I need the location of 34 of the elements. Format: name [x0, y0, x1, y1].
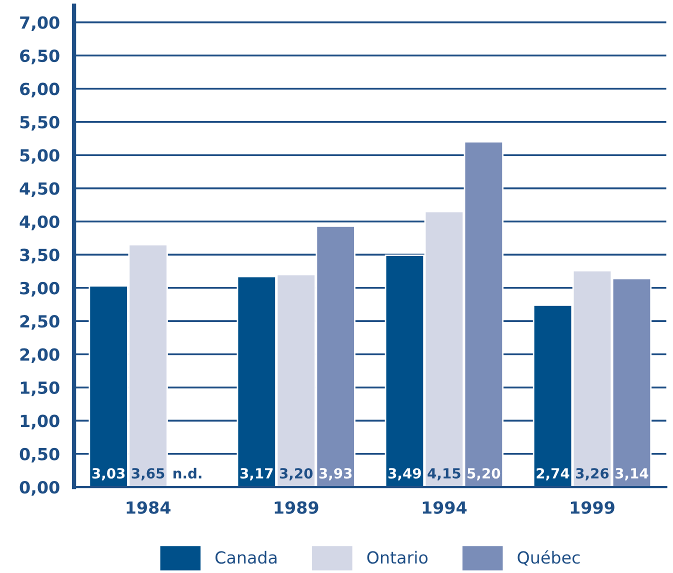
data-label: 3,14 — [616, 468, 648, 480]
y-tick-label: 7,00 — [20, 16, 60, 32]
y-tick-label: 3,50 — [20, 248, 60, 264]
y-tick-label: 2,50 — [20, 315, 60, 330]
x-tick-label: 1999 — [570, 501, 614, 514]
data-label: 3,03 — [92, 468, 125, 480]
text: n.d. — [174, 468, 202, 479]
y-tick-label: 4,50 — [20, 182, 60, 197]
data-label: 5,20 — [468, 468, 500, 480]
y-tick-label: 6,00 — [20, 82, 60, 98]
data-label: 2,74 — [536, 468, 570, 480]
y-tick-label: 2,00 — [20, 348, 60, 363]
y-tick-label: 5,00 — [20, 149, 60, 164]
data-label: 3,93 — [319, 468, 352, 480]
y-tick-label: 1,50 — [20, 381, 60, 396]
data-label: 3,65 — [132, 468, 164, 480]
x-tick-label: 1984 — [126, 501, 170, 514]
y-tick-label: 5,50 — [20, 116, 60, 131]
y-tick-label: 6,50 — [20, 49, 60, 64]
y-tick-label: 4,00 — [20, 215, 60, 230]
y-tick-label: 1,00 — [20, 414, 60, 430]
data-label: 3,49 — [388, 468, 421, 480]
data-label: 3,26 — [576, 468, 609, 480]
data-label: 3,20 — [280, 468, 313, 480]
data-label: 3,17 — [240, 468, 273, 480]
data-label: 4,15 — [428, 468, 460, 480]
x-tick-label: 1994 — [422, 501, 467, 514]
y-tick-label: 0,50 — [20, 448, 60, 463]
legend-label: Ontario — [367, 550, 428, 564]
y-tick-label: 0,00 — [20, 481, 60, 496]
legend-label: Québec — [518, 550, 580, 566]
y-tick-label: 3,00 — [20, 282, 60, 297]
x-tick-label: 1989 — [274, 501, 318, 514]
legend-label: Canada — [216, 550, 276, 564]
